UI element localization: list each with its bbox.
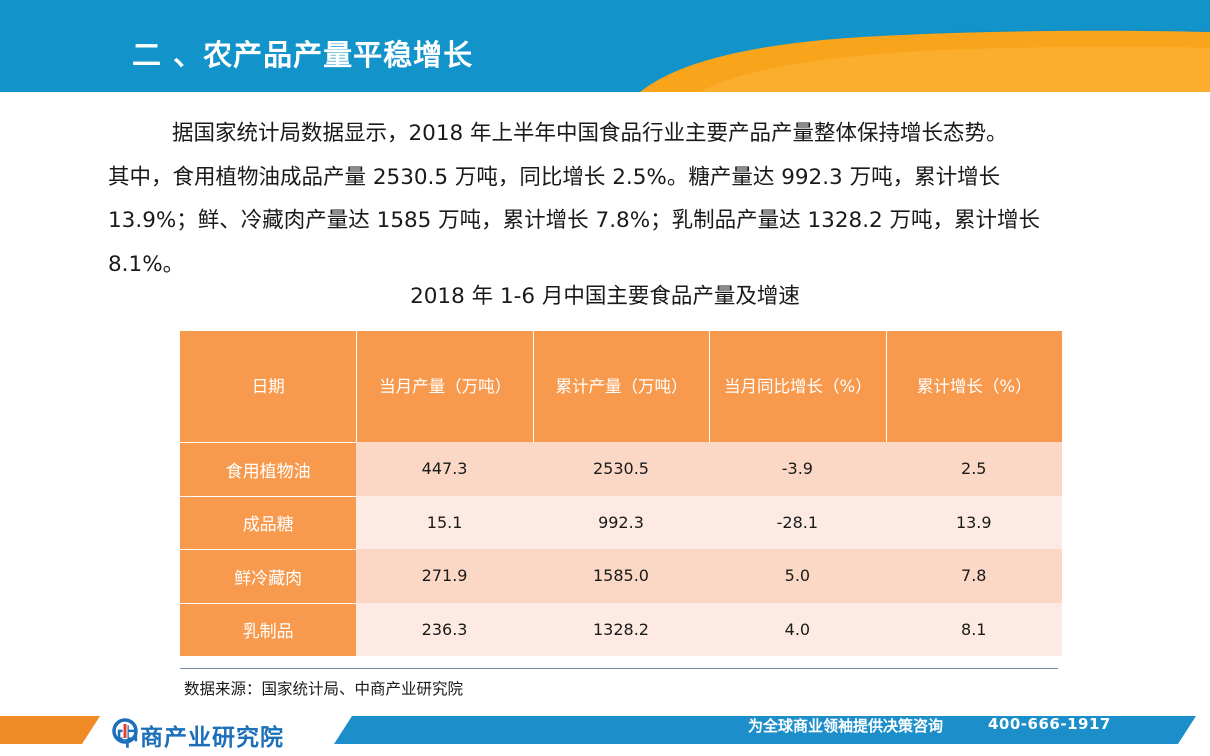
header-background <box>0 0 1210 92</box>
table-row: 鲜冷藏肉 271.9 1585.0 5.0 7.8 <box>180 549 1062 603</box>
header-band: 二 、农产品产量平稳增长 <box>0 0 1210 92</box>
intro-paragraph: 据国家统计局数据显示，2018 年上半年中国食品行业主要产品产量整体保持增长态势… <box>108 112 1118 286</box>
table-cell: 236.3 <box>356 602 533 656</box>
table-cell: 7.8 <box>885 549 1062 603</box>
paragraph-line-2: 其中，食用植物油成品产量 2530.5 万吨，同比增长 2.5%。糖产量达 99… <box>108 164 1001 190</box>
logo-mark-icon <box>112 718 138 744</box>
row-label: 乳制品 <box>180 602 357 656</box>
footer-phone: 400-666-1917 <box>988 715 1111 733</box>
table-cell: 4.0 <box>709 602 886 656</box>
company-logo: 中商产业研究院 <box>112 718 284 752</box>
paragraph-line-4: 8.1%。 <box>108 251 185 277</box>
table-row: 食用植物油 447.3 2530.5 -3.9 2.5 <box>180 442 1062 496</box>
table-header-row: 日期 当月产量（万吨） 累计产量（万吨） 当月同比增长（%） 累计增长（%） <box>180 331 1062 442</box>
row-label: 鲜冷藏肉 <box>180 549 357 603</box>
table-title: 2018 年 1-6 月中国主要食品产量及增速 <box>410 284 800 309</box>
table-cell: 271.9 <box>356 549 533 603</box>
table-cell: 1585.0 <box>532 549 710 603</box>
page-title: 二 、农产品产量平稳增长 <box>132 38 474 72</box>
paragraph-line-3: 13.9%；鲜、冷藏肉产量达 1585 万吨，累计增长 7.8%；乳制品产量达 … <box>108 208 1041 233</box>
table-cell: 447.3 <box>356 442 533 496</box>
data-source-note: 数据来源：国家统计局、中商产业研究院 <box>184 680 464 698</box>
production-table: 日期 当月产量（万吨） 累计产量（万吨） 当月同比增长（%） 累计增长（%） 食… <box>180 331 1062 656</box>
table-row: 乳制品 236.3 1328.2 4.0 8.1 <box>180 602 1062 656</box>
footer-background <box>0 716 1210 756</box>
header-cell-monthly-growth: 当月同比增长（%） <box>709 331 885 442</box>
table-cell: -3.9 <box>709 442 886 496</box>
table-cell: 13.9 <box>885 495 1062 549</box>
header-cell-cumulative-growth: 累计增长（%） <box>885 331 1062 442</box>
logo-text: 中商产业研究院 <box>116 725 284 751</box>
table-row: 成品糖 15.1 992.3 -28.1 13.9 <box>180 495 1062 549</box>
paragraph-line-1: 据国家统计局数据显示，2018 年上半年中国食品行业主要产品产量整体保持增长态势… <box>172 121 1008 146</box>
table-cell: 2530.5 <box>532 442 710 496</box>
table-cell: 2.5 <box>885 442 1062 496</box>
header-cell-cumulative-output: 累计产量（万吨） <box>532 331 709 442</box>
table-cell: 5.0 <box>709 549 886 603</box>
table-cell: 992.3 <box>532 495 710 549</box>
source-divider <box>180 668 1058 669</box>
header-cell-date: 日期 <box>251 376 285 396</box>
footer-slogan: 为全球商业领袖提供决策咨询 <box>748 717 944 735</box>
table-cell: 1328.2 <box>532 602 710 656</box>
table-cell: -28.1 <box>709 495 886 549</box>
table-cell: 8.1 <box>885 602 1062 656</box>
row-label: 食用植物油 <box>180 442 357 496</box>
row-label: 成品糖 <box>180 495 357 549</box>
header-cell-monthly-output: 当月产量（万吨） <box>356 331 532 442</box>
table-cell: 15.1 <box>356 495 533 549</box>
footer-band: 中商产业研究院 为全球商业领袖提供决策咨询 400-666-1917 <box>0 712 1210 756</box>
